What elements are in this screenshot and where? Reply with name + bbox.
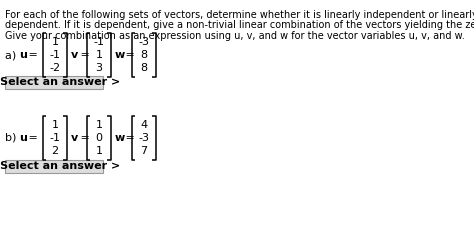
Text: u: u [19,50,27,60]
Text: -1: -1 [49,133,61,143]
Text: 2: 2 [52,146,59,156]
Text: < Select an answer >: < Select an answer > [0,161,120,171]
Text: -1: -1 [93,37,104,47]
Text: 1: 1 [95,50,102,60]
Text: 3: 3 [95,63,102,73]
Text: 1: 1 [52,37,58,47]
Text: 1: 1 [52,120,58,130]
Text: =: = [25,50,38,60]
Text: -2: -2 [49,63,61,73]
Text: v: v [71,50,78,60]
Text: 4: 4 [140,120,147,130]
Text: =: = [25,133,38,143]
Text: For each of the following sets of vectors, determine whether it is linearly inde: For each of the following sets of vector… [5,10,474,20]
Text: u: u [19,133,27,143]
FancyBboxPatch shape [5,160,103,172]
Text: 1: 1 [95,146,102,156]
Text: 8: 8 [140,50,147,60]
Text: v: v [71,133,78,143]
Text: dependent. If it is dependent, give a non-trivial linear combination of the vect: dependent. If it is dependent, give a no… [5,20,474,30]
Text: =: = [77,133,90,143]
Text: -3: -3 [138,37,149,47]
Text: 0: 0 [95,133,102,143]
Text: b): b) [5,133,20,143]
FancyBboxPatch shape [5,76,103,88]
Text: w: w [115,50,125,60]
Text: 7: 7 [140,146,147,156]
Text: w: w [115,133,125,143]
Text: =: = [122,133,135,143]
Text: -1: -1 [49,50,61,60]
Text: Give your combination as an expression using u, v, and w for the vector variable: Give your combination as an expression u… [5,31,465,41]
Text: < Select an answer >: < Select an answer > [0,77,120,87]
Text: -3: -3 [138,133,149,143]
Text: =: = [122,50,135,60]
Text: 1: 1 [95,120,102,130]
Text: a): a) [5,50,20,60]
Text: 8: 8 [140,63,147,73]
Text: =: = [77,50,90,60]
